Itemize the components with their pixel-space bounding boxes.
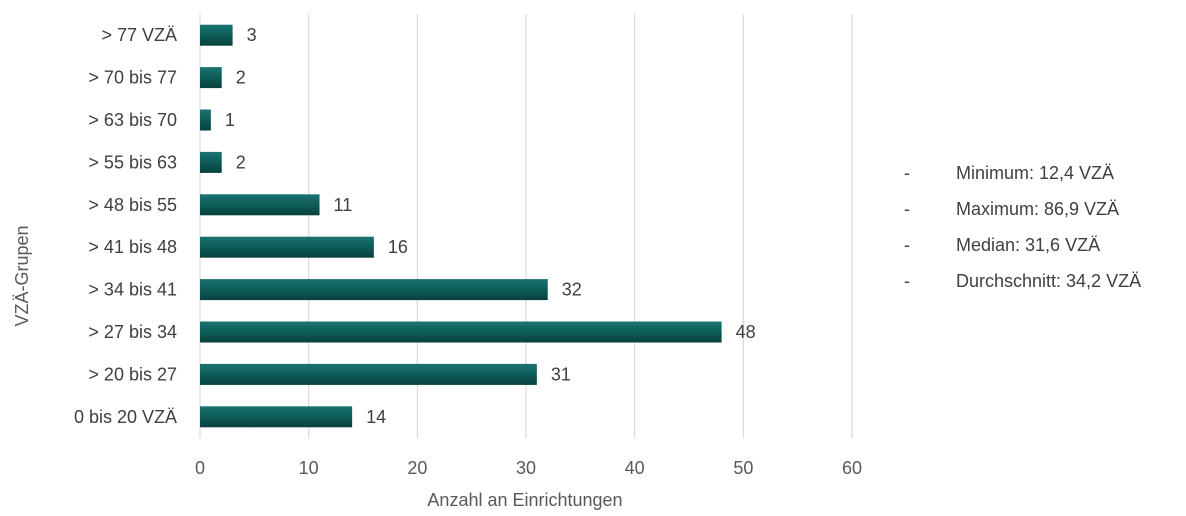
category-label: 0 bis 20 VZÄ [74, 407, 177, 427]
data-labels: 14 31 48 32 16 11 2 1 2 3 [225, 25, 756, 427]
bullet-dash: - [904, 235, 910, 255]
x-tick-label: 40 [625, 458, 645, 478]
category-label: > 41 bis 48 [88, 237, 177, 257]
gridlines [199, 14, 853, 438]
bullet-dash: - [904, 199, 910, 219]
x-axis-label: Anzahl an Einrichtungen [427, 490, 622, 510]
bullet-dash: - [904, 163, 910, 183]
category-label: > 55 bis 63 [88, 152, 177, 172]
bar [200, 151, 222, 173]
stat-text: Minimum: 12,4 VZÄ [956, 163, 1115, 183]
x-tick-label: 20 [407, 458, 427, 478]
data-label: 3 [247, 25, 257, 45]
category-label: > 63 bis 70 [88, 110, 177, 130]
data-label: 32 [562, 280, 582, 300]
bar [200, 363, 537, 385]
data-label: 31 [551, 364, 571, 384]
y-axis-label: VZÄ-Grupen [12, 225, 32, 326]
category-label: > 20 bis 27 [88, 364, 177, 384]
bar [200, 321, 722, 343]
x-tick-labels: 0 10 20 30 40 50 60 [195, 458, 862, 478]
x-tick-label: 0 [195, 458, 205, 478]
bullet-dash: - [904, 271, 910, 291]
category-label: > 77 VZÄ [101, 25, 177, 45]
data-label: 2 [236, 152, 246, 172]
data-label: 2 [236, 68, 246, 88]
stat-text: Durchschnitt: 34,2 VZÄ [956, 271, 1142, 291]
bar [200, 236, 374, 258]
stat-text: Median: 31,6 VZÄ [956, 235, 1101, 255]
data-label: 14 [366, 407, 386, 427]
x-tick-label: 60 [842, 458, 862, 478]
data-label: 16 [388, 237, 408, 257]
category-label: > 48 bis 55 [88, 195, 177, 215]
bar [200, 24, 233, 46]
data-label: 48 [736, 322, 756, 342]
bar [200, 406, 353, 428]
category-label: > 70 bis 77 [88, 68, 177, 88]
data-label: 11 [334, 195, 353, 215]
bar [200, 279, 548, 301]
x-tick-label: 30 [516, 458, 536, 478]
bar [200, 67, 222, 89]
x-tick-label: 50 [733, 458, 753, 478]
x-tick-label: 10 [299, 458, 319, 478]
data-label: 1 [225, 110, 235, 130]
category-label: > 34 bis 41 [88, 280, 177, 300]
bar [200, 194, 320, 216]
stat-text: Maximum: 86,9 VZÄ [956, 199, 1120, 219]
bars [200, 24, 722, 428]
category-labels: 0 bis 20 VZÄ > 20 bis 27 > 27 bis 34 > 34 b… [74, 25, 177, 427]
category-label: > 27 bis 34 [88, 322, 177, 342]
bar [200, 109, 211, 131]
